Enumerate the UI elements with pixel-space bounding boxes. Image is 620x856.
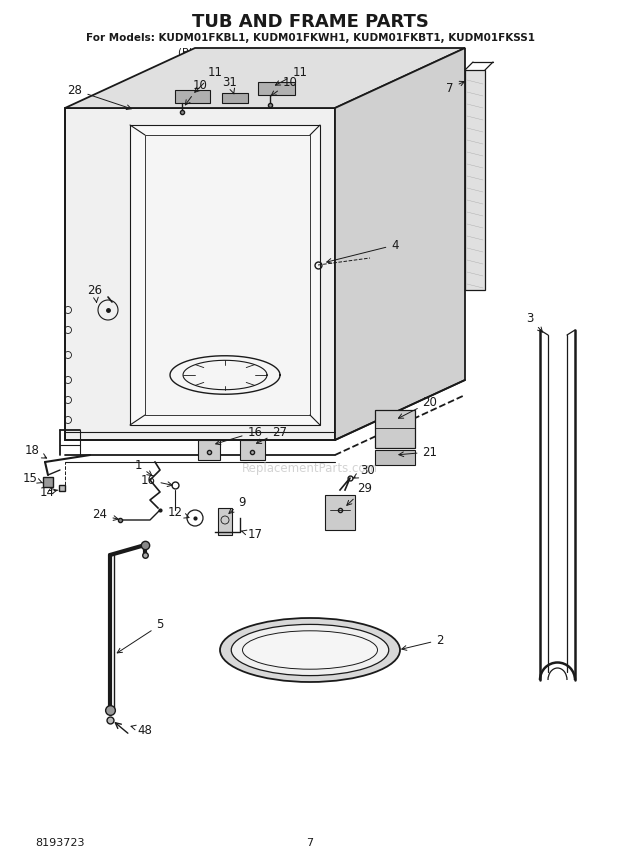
Text: 12: 12	[167, 506, 189, 519]
Text: ReplacementParts.com: ReplacementParts.com	[242, 461, 378, 474]
Text: 10: 10	[271, 75, 298, 96]
Text: 18: 18	[25, 443, 46, 458]
Text: 20: 20	[399, 395, 438, 419]
Polygon shape	[175, 90, 210, 103]
Text: 10: 10	[185, 79, 208, 105]
Text: 7: 7	[306, 838, 314, 848]
Polygon shape	[130, 125, 320, 425]
Text: 24: 24	[92, 508, 118, 521]
Text: 14: 14	[40, 485, 58, 498]
Polygon shape	[325, 495, 355, 530]
Text: 17: 17	[242, 528, 262, 542]
Text: TUB AND FRAME PARTS: TUB AND FRAME PARTS	[192, 13, 428, 31]
Text: 26: 26	[87, 283, 102, 302]
Polygon shape	[375, 450, 415, 465]
Polygon shape	[218, 508, 232, 535]
Polygon shape	[198, 440, 220, 460]
Text: 21: 21	[399, 445, 438, 459]
Polygon shape	[335, 48, 465, 440]
Polygon shape	[65, 48, 465, 108]
Text: 8193723: 8193723	[35, 838, 84, 848]
Polygon shape	[222, 93, 248, 103]
Polygon shape	[65, 108, 335, 440]
Text: 16: 16	[141, 473, 172, 486]
Text: (Black)          (White)          (Biscuit)        (Stainless): (Black) (White) (Biscuit) (Stainless)	[178, 47, 442, 57]
Ellipse shape	[220, 618, 400, 682]
Ellipse shape	[242, 631, 378, 669]
Text: 4: 4	[327, 239, 399, 263]
Text: 5: 5	[117, 619, 164, 653]
Text: 28: 28	[68, 84, 131, 110]
Text: 30: 30	[353, 463, 375, 479]
Text: For Models: KUDM01FKBL1, KUDM01FKWH1, KUDM01FKBT1, KUDM01FKSS1: For Models: KUDM01FKBL1, KUDM01FKWH1, KU…	[86, 33, 534, 43]
Text: 7: 7	[446, 81, 464, 94]
Text: 48: 48	[131, 723, 153, 736]
Polygon shape	[145, 135, 310, 415]
Text: 2: 2	[402, 633, 444, 651]
Polygon shape	[375, 410, 415, 448]
Text: 31: 31	[223, 75, 237, 94]
Text: 1: 1	[135, 459, 152, 476]
Text: 11: 11	[275, 66, 308, 86]
Text: 9: 9	[229, 496, 246, 514]
Ellipse shape	[231, 624, 389, 675]
Polygon shape	[465, 70, 485, 290]
Text: 11: 11	[195, 66, 223, 92]
Text: 27: 27	[257, 425, 288, 443]
Text: 3: 3	[526, 312, 542, 332]
Text: 29: 29	[347, 482, 373, 505]
Polygon shape	[240, 440, 265, 460]
Text: 16: 16	[216, 425, 262, 445]
Polygon shape	[258, 82, 295, 95]
Text: 15: 15	[22, 472, 43, 484]
